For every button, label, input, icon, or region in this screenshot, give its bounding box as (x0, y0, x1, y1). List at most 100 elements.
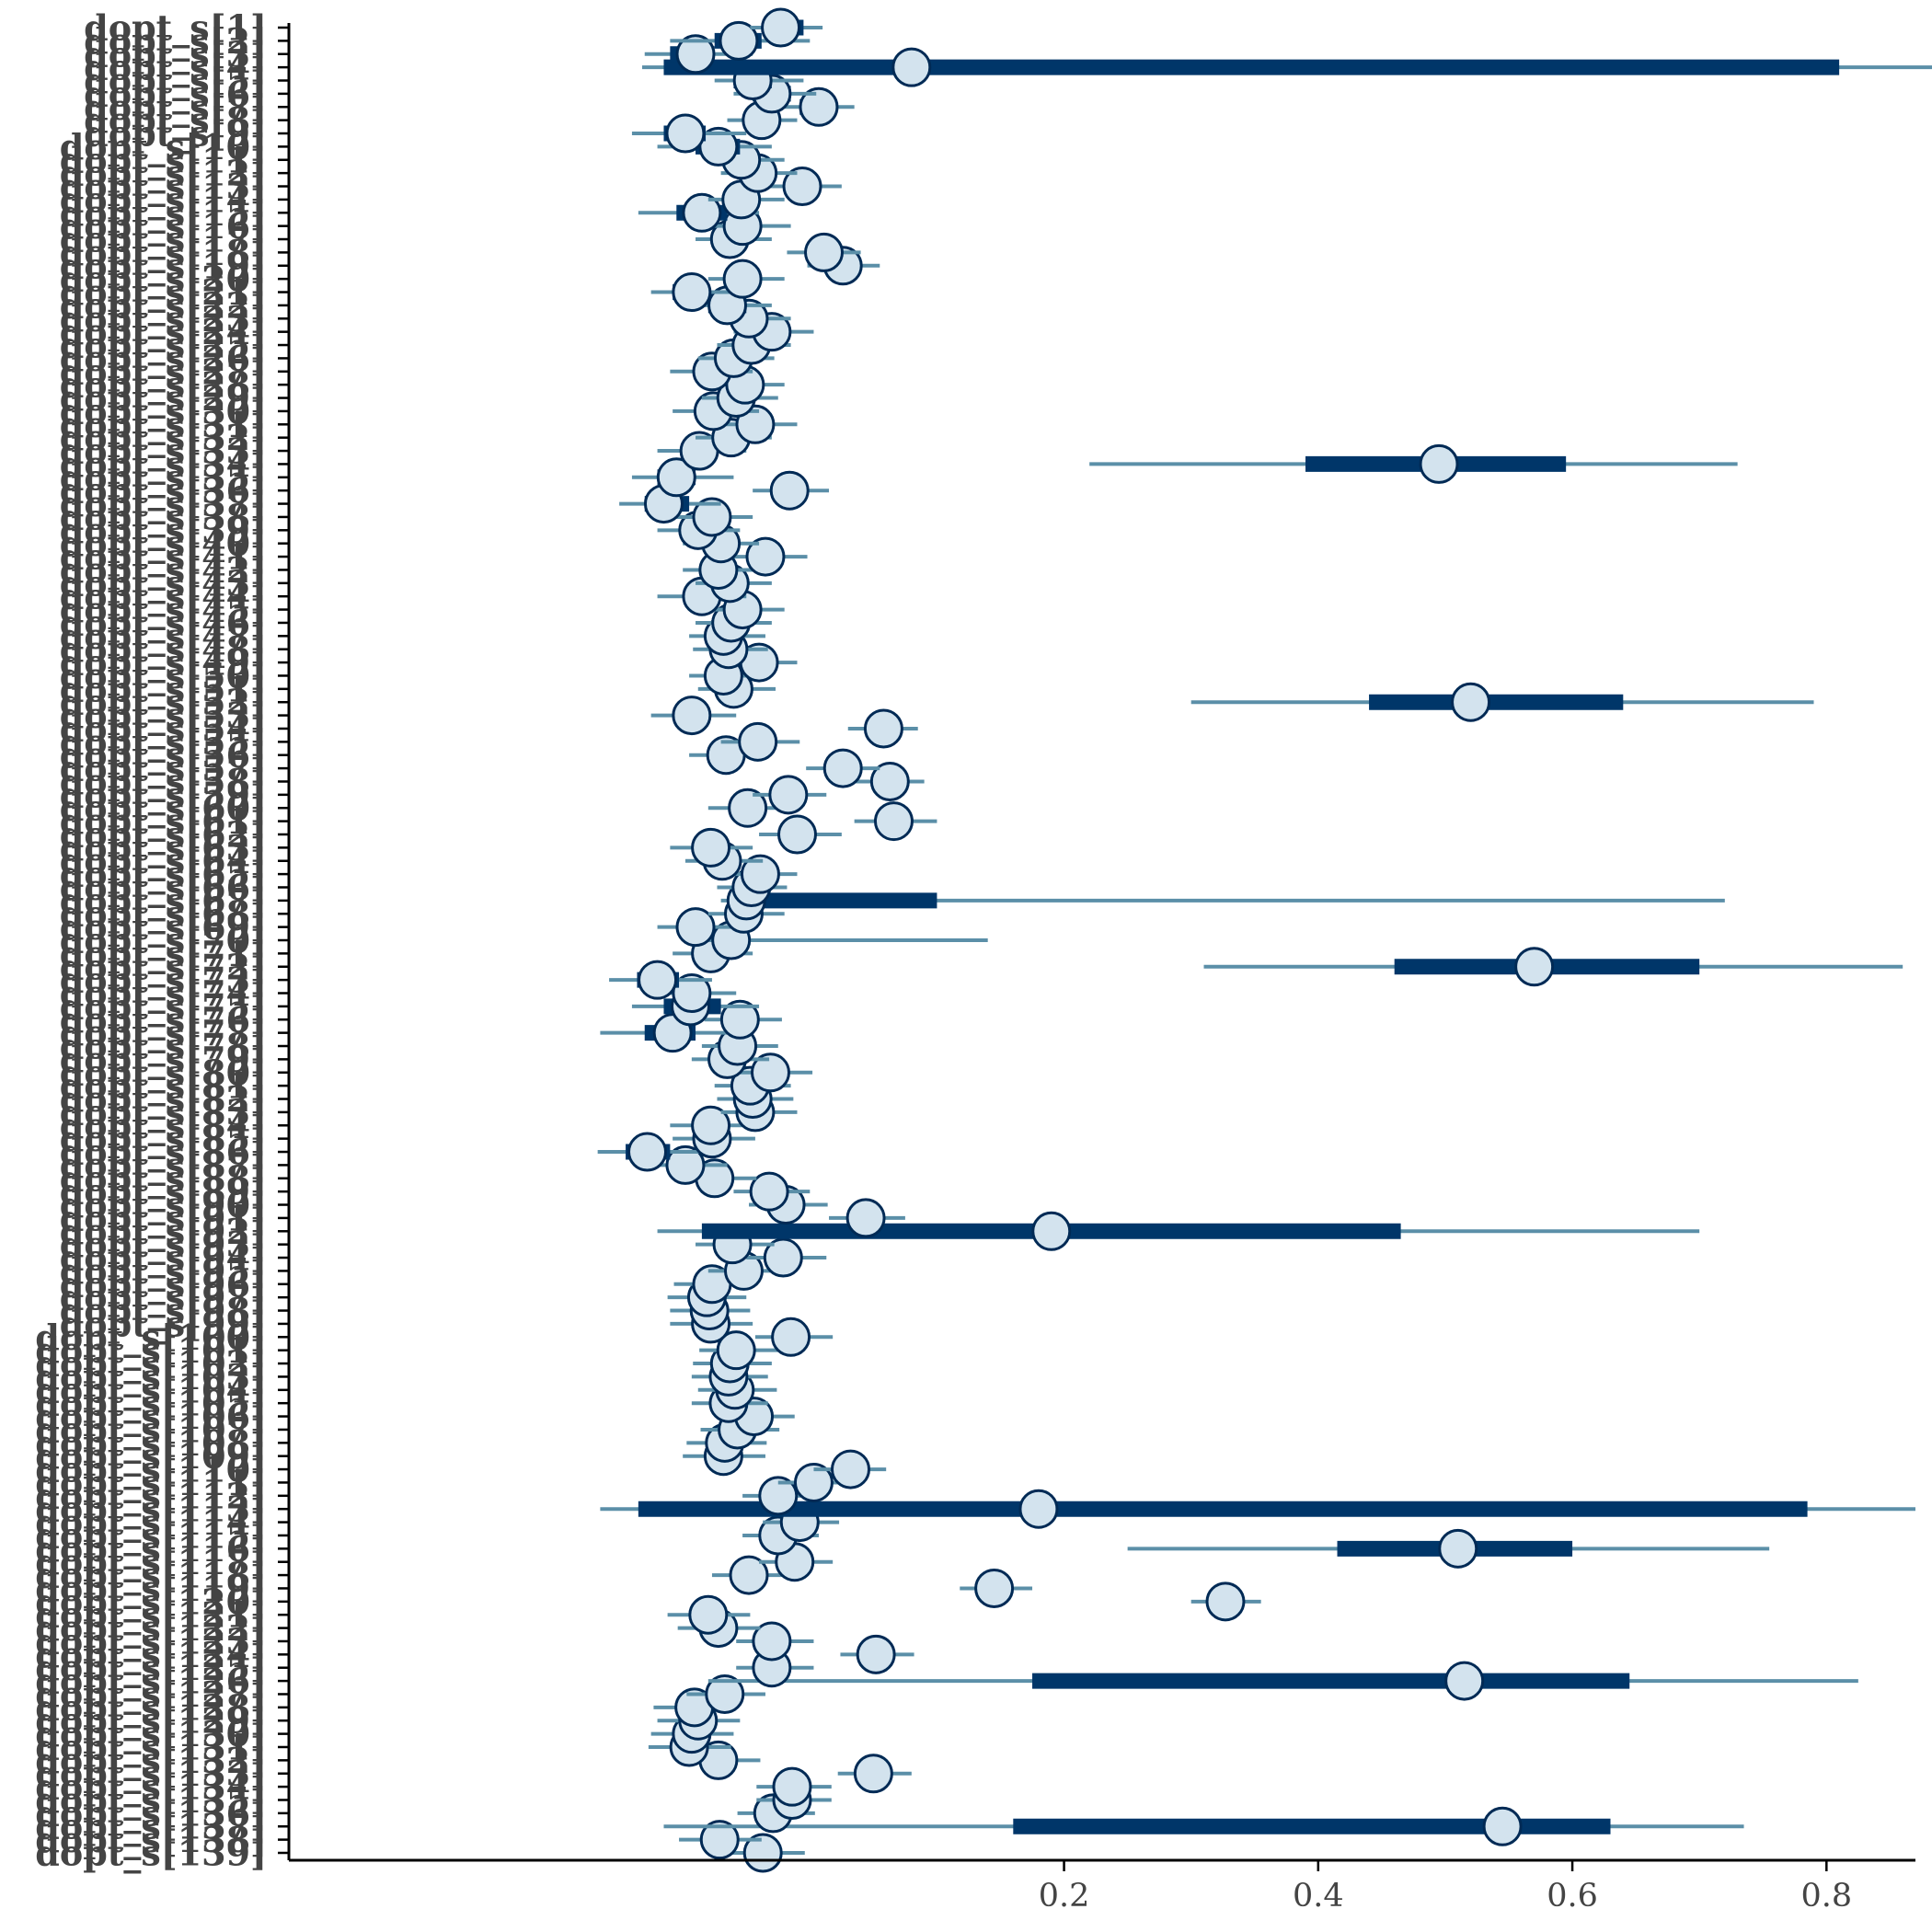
parameter-row (650, 272, 741, 313)
median-point (768, 775, 809, 815)
parameter-row (854, 761, 925, 801)
parameter-row (960, 1568, 1033, 1608)
y-tick-label: dopt_s[24] (60, 311, 267, 352)
median-point (705, 1673, 745, 1714)
median-point (672, 272, 712, 313)
median-point (738, 721, 778, 762)
y-tick-label: dopt_s[13] (60, 166, 267, 207)
y-tick-label: dopt_s[69] (60, 906, 267, 948)
median-point (688, 1594, 729, 1635)
y-tick-label: dopt_s[42] (60, 549, 267, 591)
median-point (782, 167, 822, 207)
y-tick-label: dopt_s[120] (35, 1581, 267, 1622)
y-tick-label: dopt_s[90] (60, 1184, 267, 1225)
median-point (853, 1754, 893, 1794)
y-tick-label: dopt_s[52] (60, 682, 267, 723)
y-tick-label: dopt_s[101] (35, 1329, 267, 1371)
parameter-row (631, 113, 747, 154)
y-tick-label: dopt_s[87] (60, 1144, 267, 1186)
parameter-row (720, 880, 1725, 921)
y-tick-label: dopt_s[110] (35, 1449, 267, 1490)
y-tick-label: dopt_s[64] (60, 840, 267, 881)
parameter-row (854, 801, 937, 842)
median-point (692, 497, 732, 537)
median-point (761, 7, 801, 48)
parameter-row (837, 1754, 912, 1794)
parameter-row (813, 1449, 887, 1489)
y-tick-label: dopt_s[28] (60, 364, 267, 406)
median-point (1514, 947, 1555, 987)
y-tick-label: dopt_s[96] (60, 1263, 267, 1305)
parameter-row (673, 1264, 753, 1305)
y-tick-label: dopt_s[128] (35, 1686, 267, 1728)
median-point (691, 827, 731, 868)
y-tick-label: dopt_s[124] (35, 1634, 267, 1675)
y-tick-label: dopt_s[109] (35, 1435, 267, 1477)
y-tick-label: dopt_s[41] (60, 536, 267, 578)
y-tick-label: dopt_s[3] (84, 33, 267, 75)
parameter-row (653, 1687, 737, 1728)
median-point (742, 1833, 783, 1873)
y-tick-label: dopt_s[121] (35, 1594, 267, 1636)
y-tick-label: dopt_s[34] (60, 443, 267, 485)
median-point (822, 748, 863, 788)
y-tick-label: dopt_s[115] (35, 1514, 267, 1556)
y-tick-label: dopt_s[43] (60, 562, 267, 604)
parameter-row (707, 1661, 1858, 1701)
median-point (749, 1171, 789, 1212)
y-ticks (278, 26, 289, 1855)
y-tick-label: dopt_s[73] (60, 960, 267, 1001)
y-tick-label: dopt_s[107] (35, 1409, 267, 1450)
parameter-row (756, 1766, 832, 1807)
y-tick-label: dopt_s[102] (35, 1343, 267, 1385)
median-point (691, 1105, 731, 1145)
y-tick-label: dopt_s[18] (60, 232, 267, 273)
y-tick-label: dopt_s[122] (35, 1607, 267, 1649)
y-tick-label: dopt_s[59] (60, 774, 267, 815)
x-tick-label: 0.8 (1800, 1878, 1852, 1915)
y-tick-label: dopt_s[118] (35, 1555, 267, 1596)
parameter-row (733, 1052, 813, 1093)
y-tick-label: dopt_s[104] (35, 1369, 267, 1410)
y-tick-label: dopt_s[91] (60, 1197, 267, 1238)
y-tick-label: dopt_s[89] (60, 1171, 267, 1213)
median-point (682, 192, 722, 233)
parameter-row (609, 960, 712, 1000)
y-tick-label: dopt_s[116] (35, 1528, 267, 1570)
y-tick-label: dopt_s[112] (35, 1475, 267, 1516)
x-tick-label: 0.4 (1293, 1878, 1344, 1915)
parameter-row (707, 259, 785, 299)
median-point (1031, 1211, 1072, 1251)
y-tick-label: dopt_s[62] (60, 813, 267, 855)
y-tick-label: dopt_s[108] (35, 1422, 267, 1464)
median-point (831, 1449, 871, 1489)
y-tick-label: dopt_s[72] (60, 946, 267, 987)
median-point (745, 536, 786, 577)
y-tick-label: dopt_s[56] (60, 734, 267, 776)
parameter-row (1089, 443, 1738, 484)
median-point (672, 973, 712, 1014)
y-tick-label: dopt_s[55] (60, 721, 267, 763)
parameter-row (720, 721, 800, 762)
parameter-row (707, 788, 791, 828)
y-tick-label: dopt_s[66] (60, 867, 267, 908)
y-tick-label: dopt_s[30] (60, 390, 267, 431)
median-point (638, 960, 678, 1000)
y-tick-label: dopt_s[48] (60, 628, 267, 670)
y-tick-label: dopt_s[65] (60, 854, 267, 895)
y-tick-label: dopt_s[29] (60, 377, 267, 419)
y-tick-label: dopt_s[95] (60, 1250, 267, 1292)
parameter-row (730, 536, 808, 577)
y-tick-label: dopt_s[88] (60, 1157, 267, 1199)
median-point (772, 1766, 812, 1807)
y-tick-label: dopt_s[139] (35, 1833, 267, 1874)
median-point (719, 999, 760, 1040)
y-tick-label: dopt_s[6] (84, 73, 267, 114)
median-point (873, 801, 914, 842)
y-tick-label: dopt_s[74] (60, 972, 267, 1014)
y-tick-label: dopt_s[33] (60, 431, 267, 472)
y-tick-label: dopt_s[26] (60, 338, 267, 379)
parameter-row (663, 1806, 1744, 1846)
parameter-row (829, 1198, 905, 1238)
y-tick-label: dopt_s[22] (60, 284, 267, 326)
